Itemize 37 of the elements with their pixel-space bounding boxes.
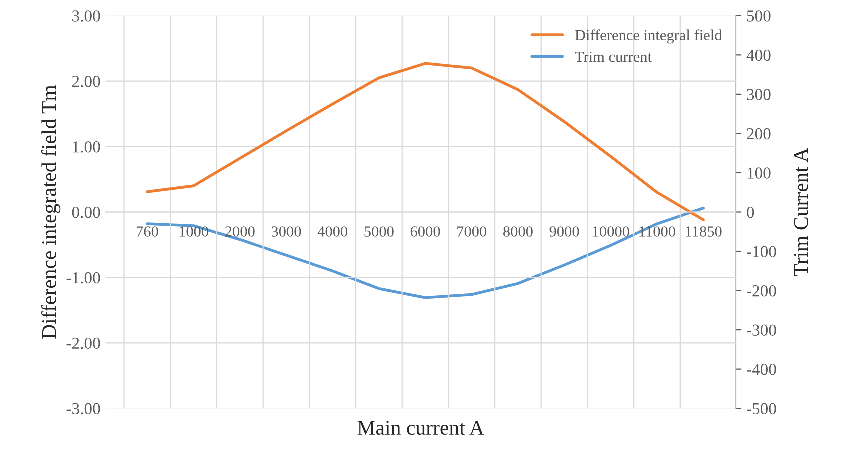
x-tick-label: 5000	[364, 226, 394, 237]
x-axis-title: Main current A	[358, 421, 484, 436]
x-tick-label: 10000	[593, 226, 630, 237]
y2-tick-label: 0	[747, 206, 754, 218]
x-tick-label: 7000	[458, 226, 487, 237]
y2-axis-title: Trim Current A	[794, 148, 808, 276]
x-tick-label: 11000	[640, 226, 676, 237]
y2-tick-label: -200	[747, 285, 776, 297]
y2-tick-label: -400	[747, 364, 776, 376]
y2-tick-label: 500	[747, 10, 771, 22]
x-tick-label: 11850	[686, 226, 722, 237]
y2-tick-label: 400	[746, 50, 771, 62]
y-tick-label: 0.00	[72, 206, 100, 218]
y2-tick-label: 200	[747, 128, 771, 140]
x-tick-label: 2000	[226, 226, 255, 237]
y2-tick-label: -500	[747, 403, 776, 415]
y-axis-title: Difference integrated field Tm	[41, 85, 61, 339]
x-tick-label: 4000	[318, 226, 348, 237]
y-tick-label: 1.00	[73, 141, 100, 153]
y-tick-label: -2.00	[66, 338, 100, 350]
y2-tick-label: 300	[747, 89, 771, 100]
legend-label: Difference integral field	[575, 30, 722, 44]
x-tick-label: 9000	[550, 226, 580, 237]
legend-label: Trim current	[575, 52, 652, 62]
y2-tick-label: -300	[747, 324, 776, 336]
x-tick-label: 3000	[272, 226, 302, 237]
y-tick-label: 2.00	[72, 76, 100, 88]
x-tick-label: 1000	[180, 226, 208, 237]
y-tick-label: 3.00	[72, 10, 100, 22]
y-tick-label: -1.00	[66, 272, 100, 284]
line-series	[146, 62, 705, 222]
x-tick-label: 8000	[504, 226, 533, 237]
x-tick-label: 6000	[410, 226, 440, 237]
y-tick-label: -3.00	[66, 403, 100, 415]
y2-tick-label: 100	[748, 168, 771, 179]
x-tick-label: 760	[137, 226, 158, 237]
y2-tick-label: -100	[747, 246, 776, 258]
